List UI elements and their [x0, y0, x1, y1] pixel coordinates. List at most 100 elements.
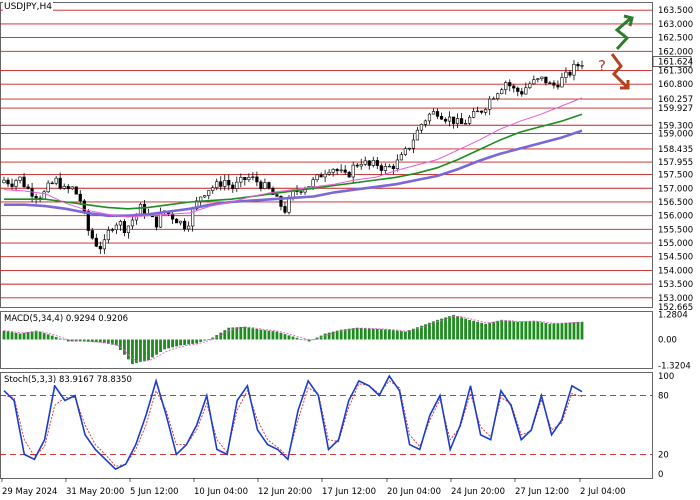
macd-bar [247, 327, 251, 340]
candle-body [496, 93, 500, 99]
macd-bar [199, 339, 203, 342]
x-tick-label: 31 May 20:00 [66, 487, 124, 497]
macd-bar [432, 321, 435, 340]
macd-bar [331, 331, 335, 340]
macd-bar [243, 326, 247, 340]
macd-bar [408, 330, 411, 340]
macd-bar [572, 322, 576, 340]
candle-body [62, 186, 66, 189]
macd-bar [46, 334, 50, 340]
candle-body [207, 190, 211, 196]
candle-body [568, 71, 572, 76]
candle-body [251, 176, 255, 178]
main-y-tick-label: 162.000 [658, 47, 693, 57]
candle-body [343, 169, 347, 173]
macd-bar [106, 339, 110, 344]
x-tick-label: 12 Jun 20:00 [258, 487, 312, 497]
candle-body [443, 118, 448, 122]
current-price-label: 161.624 [658, 58, 693, 68]
macd-bar [18, 333, 22, 340]
macd-bar [207, 339, 211, 340]
macd-bar [139, 339, 142, 363]
macd-y-tick-label: -1.3204 [658, 361, 691, 371]
candle-body [179, 220, 183, 224]
candle-body [74, 186, 78, 195]
macd-bar [295, 337, 299, 340]
candle-body [484, 109, 488, 113]
candle-body [327, 171, 331, 175]
candle-body [118, 221, 123, 226]
candle-body [223, 179, 227, 187]
candle-body [14, 180, 18, 187]
candle-body [576, 64, 580, 67]
candle-body [415, 129, 420, 141]
macd-signal-line [3, 315, 583, 362]
macd-bar [94, 339, 98, 343]
candle-body [455, 118, 460, 124]
candle-body [427, 113, 432, 122]
macd-bar [440, 318, 443, 340]
candle-body [287, 198, 291, 213]
main-y-tick-label: 162.500 [658, 34, 693, 44]
candle-body [211, 187, 215, 191]
macd-bar [416, 327, 419, 340]
macd-bar [548, 323, 552, 340]
macd-bar [468, 319, 472, 340]
candle-body [215, 181, 219, 188]
macd-bar [195, 339, 199, 344]
macd-bar [119, 339, 122, 351]
candle-body [66, 186, 70, 190]
macd-bar [576, 322, 580, 340]
candle-body [536, 78, 540, 80]
macd-bar [22, 332, 26, 340]
macd-bar [2, 330, 6, 340]
macd-bar [327, 332, 331, 340]
candle-body [114, 224, 118, 231]
macd-bar [379, 329, 383, 340]
up-arrow-icon [614, 16, 632, 51]
ma-fast-line [3, 97, 583, 218]
candle-body [6, 179, 10, 185]
candle-body [528, 83, 532, 89]
current-price-box [652, 56, 692, 67]
candle-body [395, 159, 399, 170]
candle-body [70, 186, 74, 190]
main-y-tick-label: 153.000 [658, 294, 693, 304]
macd-bar [540, 322, 544, 340]
candle-body [403, 148, 407, 155]
macd-bar [110, 339, 114, 345]
macd-bar [82, 339, 86, 342]
macd-bar [371, 328, 375, 340]
macd-bar [78, 339, 82, 342]
macd-bar [524, 321, 528, 340]
main-y-tick-label: 154.000 [658, 266, 693, 276]
macd-bar [30, 331, 34, 340]
candle-body [387, 165, 391, 168]
candle-body [138, 203, 143, 215]
x-tick-label: 17 Jun 12:00 [322, 487, 376, 497]
macd-bar [291, 336, 295, 340]
macd-bar [147, 339, 150, 361]
candle-body [512, 85, 516, 89]
macd-bar [311, 339, 315, 341]
x-tick-label: 10 Jun 04:00 [194, 487, 248, 497]
candle-body [564, 71, 568, 78]
candle-body [488, 98, 492, 110]
candle-body [540, 76, 544, 80]
macd-bar [235, 327, 239, 340]
candle-body [183, 220, 187, 230]
macd-bar [492, 321, 496, 340]
stoch-y-tick-label: 100 [658, 372, 674, 382]
macd-bar [528, 321, 532, 340]
macd-bar [303, 339, 307, 341]
candle-body [339, 169, 343, 172]
macd-bar [375, 328, 379, 340]
macd-bar [395, 330, 399, 340]
candle-body [383, 166, 387, 171]
stoch-y-tick-label: 20 [658, 450, 669, 460]
macd-bar [98, 339, 102, 343]
macd-bar [560, 323, 564, 340]
candle-body [283, 206, 287, 213]
candle-body [423, 120, 428, 125]
candle-body [42, 191, 46, 200]
